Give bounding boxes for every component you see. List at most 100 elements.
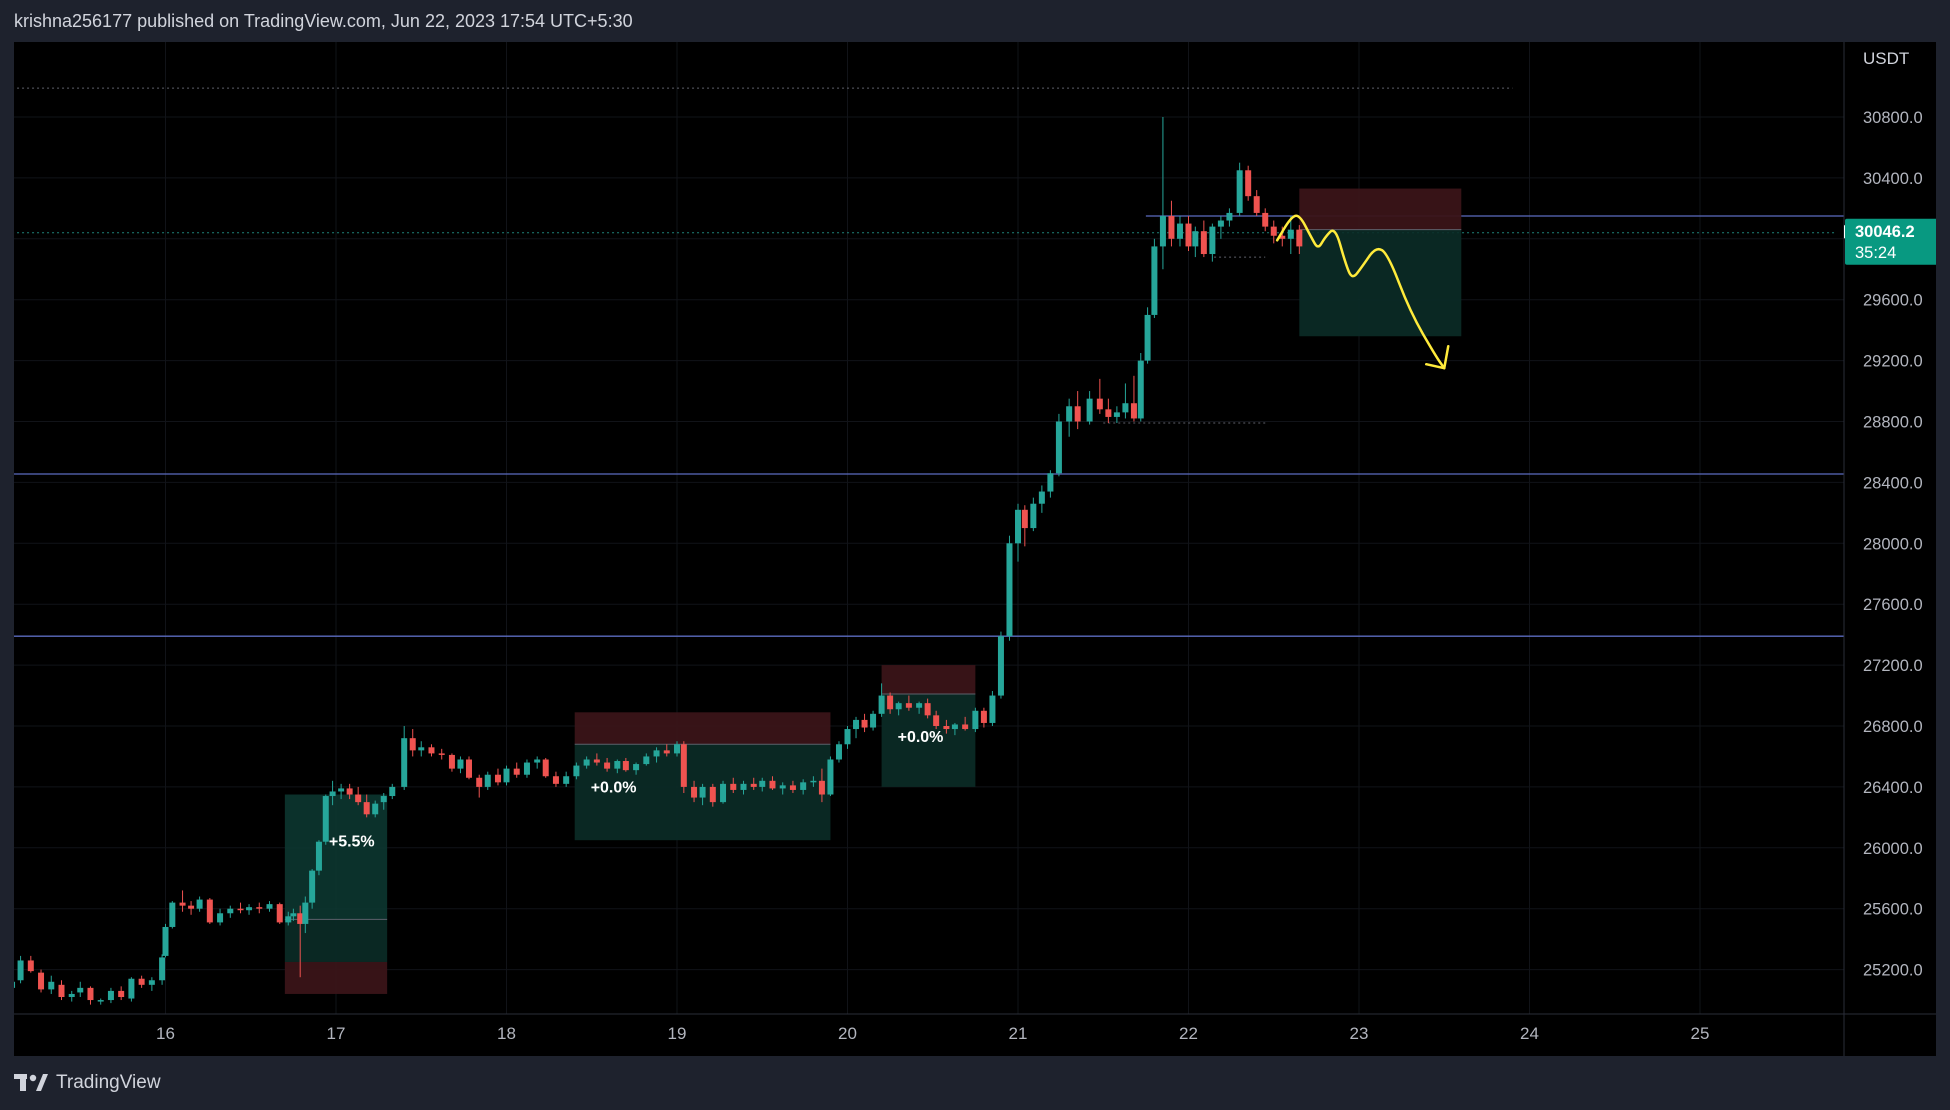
candle-bullish — [503, 765, 510, 786]
projection-curve[interactable] — [1275, 214, 1446, 370]
short-position[interactable] — [1299, 188, 1462, 337]
candle-body — [1122, 403, 1129, 413]
price-tick-label[interactable]: 29200.0 — [1863, 353, 1923, 371]
candle-body — [457, 759, 464, 769]
candle-bullish — [1159, 117, 1166, 270]
candle-bullish — [1066, 398, 1073, 437]
candle-bullish — [107, 987, 114, 1004]
time-tick-label[interactable]: 24 — [1520, 1024, 1539, 1043]
time-tick-label[interactable]: 25 — [1691, 1024, 1710, 1043]
candle-body — [827, 759, 834, 795]
price-tick-label[interactable]: 26800.0 — [1863, 718, 1923, 736]
candle-body — [169, 902, 176, 927]
time-tick-label[interactable]: 22 — [1179, 1024, 1198, 1043]
candle-body — [17, 960, 24, 981]
candle-bearish — [604, 757, 611, 772]
candle-body — [1066, 406, 1073, 422]
candle-body — [27, 960, 34, 972]
candle-body — [1096, 398, 1103, 410]
long-position[interactable]: +5.5% — [284, 794, 388, 994]
candle-bullish — [484, 771, 491, 790]
candle-body — [870, 713, 877, 728]
candle-bullish — [699, 783, 706, 806]
candle-bearish — [1262, 208, 1269, 232]
position-result-label: +0.0% — [898, 729, 944, 746]
time-tick-label[interactable]: 21 — [1009, 1024, 1028, 1043]
horizontal-lines[interactable] — [12, 87, 1844, 637]
candle-bullish — [1236, 162, 1243, 216]
time-tick-label[interactable]: 20 — [838, 1024, 857, 1043]
price-tick-label[interactable]: 30400.0 — [1863, 170, 1923, 188]
last-price-value: 30046.2 — [1855, 223, 1915, 241]
candle-bullish — [989, 690, 996, 726]
candle-bullish — [674, 741, 680, 757]
loss-zone — [574, 712, 831, 745]
price-tick-label[interactable]: 28000.0 — [1863, 535, 1923, 553]
candle-body — [709, 786, 716, 803]
candle-body — [309, 870, 316, 903]
candle-body — [484, 774, 491, 787]
short-position[interactable]: +0.0% — [881, 665, 976, 787]
candle-body — [138, 978, 145, 985]
candle-body — [769, 780, 776, 789]
time-tick-label[interactable]: 23 — [1350, 1024, 1369, 1043]
projection-arrowhead[interactable] — [1425, 344, 1450, 370]
candle-body — [188, 905, 195, 909]
time-tick-label[interactable]: 19 — [668, 1024, 687, 1043]
candle-bullish — [315, 840, 322, 876]
loss-zone — [284, 961, 388, 994]
time-axis[interactable]: 16 17 18 19 20 21 22 23 24 25 — [156, 1024, 1709, 1043]
candle-bearish — [622, 757, 629, 772]
candle-bearish — [905, 695, 912, 711]
candle-bullish — [1151, 238, 1158, 318]
candle-body — [48, 981, 55, 990]
price-tick-label[interactable]: 26000.0 — [1863, 840, 1923, 858]
candle-bullish — [1176, 215, 1183, 247]
candle-bullish — [159, 954, 166, 985]
candle-bearish — [1105, 398, 1112, 424]
time-tick-label[interactable]: 16 — [156, 1024, 175, 1043]
price-tick-label[interactable]: 25200.0 — [1863, 962, 1923, 980]
price-tick-label[interactable]: 29600.0 — [1863, 292, 1923, 310]
price-tick-label[interactable]: 28800.0 — [1863, 414, 1923, 432]
price-tick-label[interactable]: 27600.0 — [1863, 596, 1923, 614]
price-tick-label[interactable]: 28400.0 — [1863, 474, 1923, 492]
candle-bullish — [389, 783, 396, 800]
candle-body — [573, 765, 580, 777]
loss-zone — [1299, 188, 1462, 230]
candle-body — [159, 957, 166, 981]
candle-bullish — [77, 981, 84, 998]
candle-body — [1151, 246, 1158, 315]
price-tick-label[interactable]: 27200.0 — [1863, 657, 1923, 675]
candle-bullish — [380, 792, 387, 810]
candle-bearish — [428, 744, 435, 757]
candle-body — [818, 780, 825, 795]
candle-body — [552, 776, 559, 784]
short-position[interactable]: +0.0% — [574, 712, 831, 841]
time-tick-label[interactable]: 17 — [327, 1024, 346, 1043]
price-tick-label[interactable]: 30800.0 — [1863, 109, 1923, 127]
projection-drawing[interactable] — [1275, 214, 1450, 370]
tradingview-logo[interactable]: TradingView — [14, 1070, 161, 1096]
price-chart[interactable]: +5.5%+0.0%+0.0% USDT 30800.030400.030000… — [9, 42, 1941, 1056]
candle-bearish — [38, 969, 45, 993]
candle-bearish — [1245, 165, 1252, 201]
chart-frame[interactable]: +5.5%+0.0%+0.0% USDT 30800.030400.030000… — [9, 42, 1941, 1056]
candle-body — [1209, 226, 1216, 255]
position-boxes[interactable]: +5.5% +0.0% +0.0% — [284, 188, 1462, 994]
candle-body — [118, 990, 125, 998]
candle-bearish — [256, 902, 263, 914]
candle-body — [622, 761, 629, 771]
candle-body — [148, 980, 155, 985]
candle-body — [1021, 509, 1028, 529]
time-tick-label[interactable]: 18 — [497, 1024, 516, 1043]
candle-body — [162, 926, 169, 956]
price-tick-label[interactable]: 26400.0 — [1863, 779, 1923, 797]
candle-body — [1296, 229, 1303, 247]
candle-body — [1130, 403, 1137, 419]
price-tick-label[interactable]: 25600.0 — [1863, 901, 1923, 919]
candle-body — [338, 788, 345, 792]
candle-bearish — [409, 729, 416, 757]
candle-body — [691, 786, 698, 798]
candle-bearish — [962, 716, 969, 731]
